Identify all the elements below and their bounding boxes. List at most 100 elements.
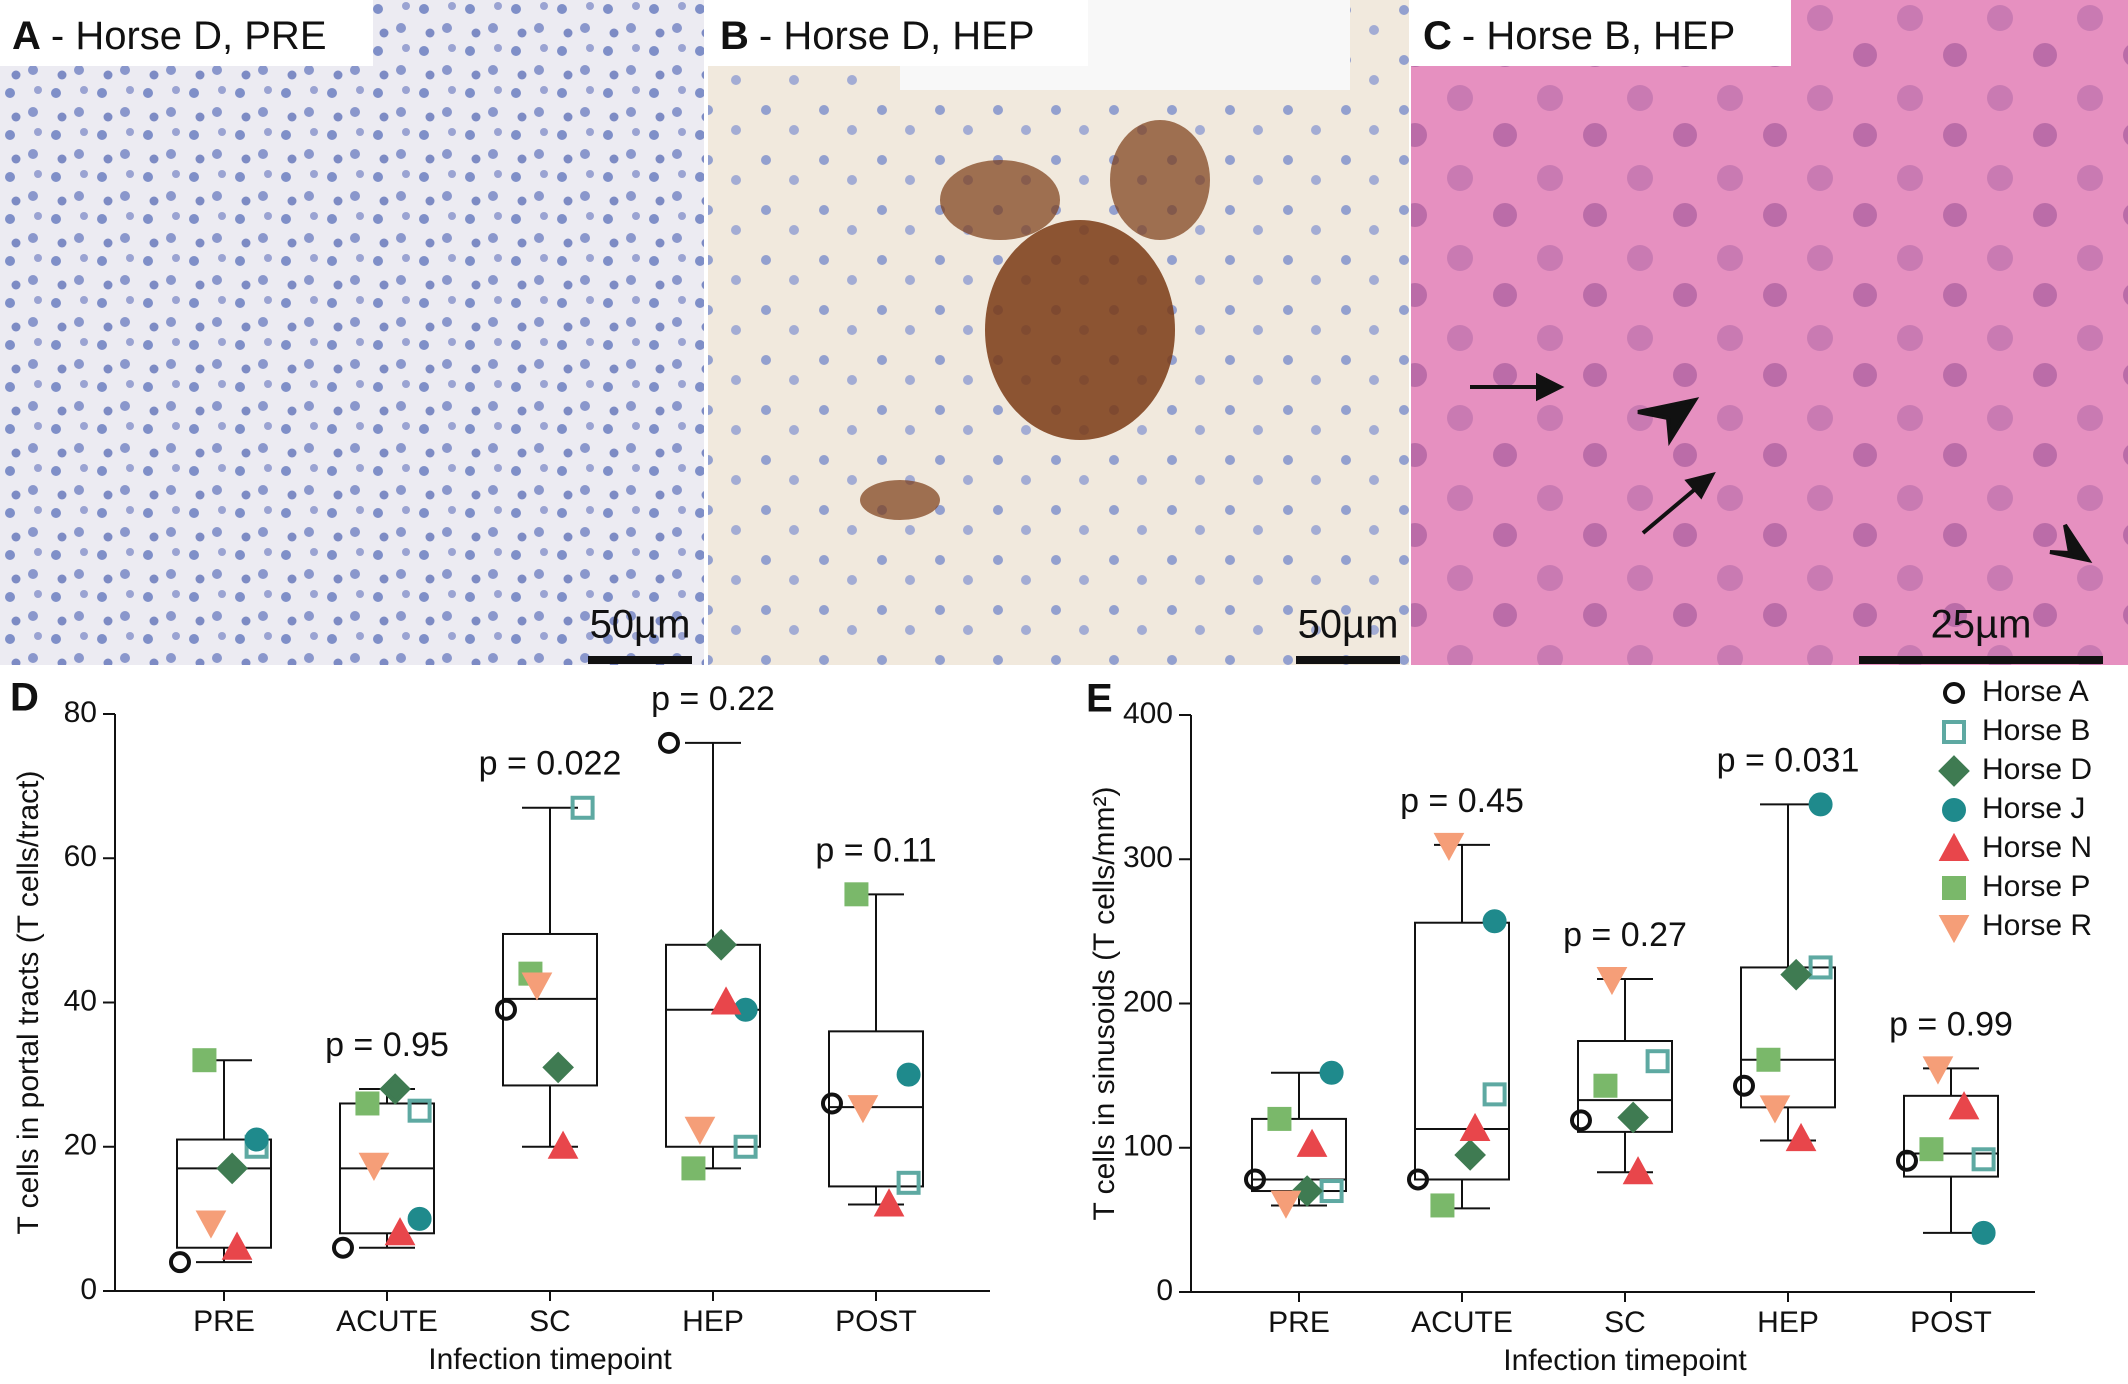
y-tick-label: 40 <box>64 984 97 1017</box>
point <box>1785 1122 1817 1152</box>
point <box>1454 1139 1486 1171</box>
point <box>681 1156 706 1181</box>
p-value: p = 0.95 <box>325 1026 449 1064</box>
x-tick-label: SC <box>1604 1306 1646 1339</box>
y-tick-label: 100 <box>1123 1130 1173 1163</box>
panel-label: D <box>10 676 39 720</box>
y-tick-label: 20 <box>64 1129 97 1162</box>
point <box>1296 1128 1328 1157</box>
y-tick-label: 200 <box>1123 985 1173 1018</box>
point <box>244 1127 269 1152</box>
point <box>705 928 737 961</box>
point <box>407 1206 432 1231</box>
panel-letter: A <box>12 14 41 58</box>
p-value: p = 0.022 <box>479 745 622 783</box>
point <box>1919 1137 1944 1162</box>
x-axis-label: Infection timepoint <box>1503 1344 1747 1377</box>
point <box>168 1251 191 1274</box>
legend-label: Horse D <box>1982 753 2092 786</box>
point <box>896 1062 921 1087</box>
label-box <box>708 0 1088 66</box>
point <box>1430 1193 1455 1218</box>
panel-caption: - Horse B, HEP <box>1462 14 1735 58</box>
x-tick-label: PRE <box>1268 1306 1330 1339</box>
x-tick-label: PRE <box>193 1305 255 1338</box>
legend-marker <box>1942 720 1966 744</box>
point <box>521 972 553 1001</box>
point <box>379 1073 411 1105</box>
y-axis-label: T cells in portal tracts (T cells/tract) <box>12 770 45 1234</box>
x-tick-label: HEP <box>1757 1306 1819 1339</box>
p-value: p = 0.27 <box>1563 916 1687 954</box>
point <box>684 1116 716 1145</box>
scale-bar-label: 50µm <box>590 603 691 647</box>
point <box>1922 1056 1954 1085</box>
legend-label: Horse R <box>1982 909 2092 942</box>
label-box <box>0 0 373 66</box>
point <box>1291 1175 1323 1207</box>
point <box>1319 1060 1344 1085</box>
panel-title: A- Horse D, PRE <box>12 14 327 58</box>
micrograph <box>0 0 704 665</box>
point <box>873 1188 905 1217</box>
x-tick-label: ACUTE <box>1411 1306 1513 1339</box>
legend-marker <box>1938 915 1970 944</box>
stain-cluster <box>860 120 1210 520</box>
point <box>820 1092 843 1115</box>
legend-label: Horse N <box>1982 831 2092 864</box>
y-tick-label: 60 <box>64 840 97 873</box>
point <box>1622 1156 1654 1185</box>
legend-label: Horse A <box>1982 675 2089 708</box>
x-axis-label: Infection timepoint <box>428 1343 672 1376</box>
point <box>1596 966 1628 996</box>
y-tick-label: 400 <box>1123 697 1173 730</box>
y-tick-label: 0 <box>1156 1274 1173 1307</box>
point <box>1482 909 1507 934</box>
label-box <box>1411 0 1791 66</box>
panel-caption: - Horse D, PRE <box>51 14 327 58</box>
point <box>384 1217 416 1246</box>
p-value: p = 0.99 <box>1889 1005 2013 1043</box>
y-tick-label: 0 <box>80 1273 97 1306</box>
point <box>192 1048 217 1073</box>
point <box>216 1152 248 1185</box>
micrograph <box>1411 0 2128 665</box>
chart: D 0 20 40 60 80 Infection timepoint T cells in … <box>10 676 990 1376</box>
point <box>1617 1101 1649 1134</box>
p-value: p = 0.22 <box>651 680 775 718</box>
point <box>542 1051 574 1084</box>
point <box>1732 1074 1755 1097</box>
point <box>1243 1168 1266 1191</box>
point <box>570 795 595 820</box>
panel-label: E <box>1086 677 1113 721</box>
point <box>1406 1168 1429 1191</box>
point <box>1569 1109 1592 1132</box>
panel-letter: C <box>1423 14 1452 58</box>
legend-label: Horse B <box>1982 714 2090 747</box>
box <box>828 1030 924 1188</box>
legend-marker <box>1943 682 1965 704</box>
point <box>407 1098 432 1123</box>
point <box>896 1170 921 1195</box>
legend-marker <box>1942 798 1966 822</box>
point <box>547 1130 579 1159</box>
legend-marker <box>1938 755 1970 787</box>
box <box>176 1138 272 1249</box>
point <box>1780 958 1812 991</box>
point <box>710 986 742 1015</box>
scale-bar-label: 25µm <box>1931 603 2032 647</box>
point <box>1459 1112 1491 1141</box>
point <box>195 1210 227 1239</box>
box <box>502 932 598 1087</box>
point <box>1895 1149 1918 1172</box>
box <box>1903 1094 1999 1178</box>
p-value: p = 0.031 <box>1717 741 1860 779</box>
point <box>1267 1106 1292 1131</box>
x-tick-label: POST <box>835 1305 917 1338</box>
point <box>847 1095 879 1124</box>
point <box>1756 1047 1781 1072</box>
arrows <box>1470 372 2093 563</box>
y-axis-label: T cells in sinusoids (T cells/mm²) <box>1088 787 1121 1221</box>
